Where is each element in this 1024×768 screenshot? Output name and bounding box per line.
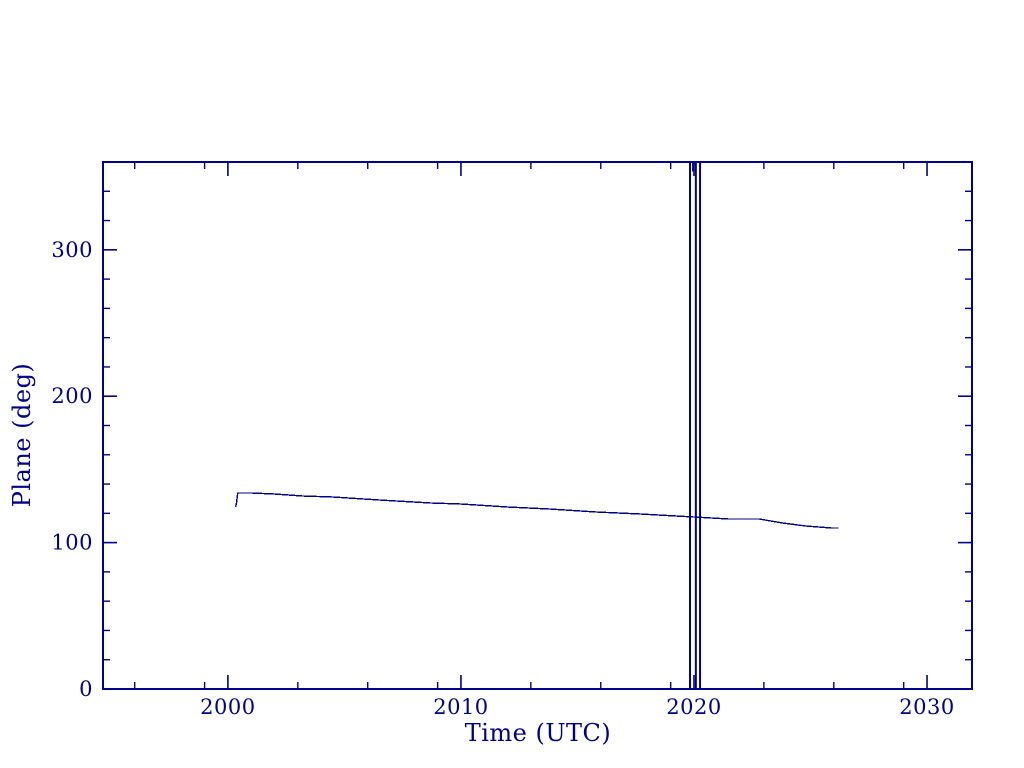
y-axis-title: Plane (deg): [8, 363, 36, 508]
axis-ticks: [103, 162, 972, 690]
wrap-lines: [689, 162, 702, 689]
data-series: [234, 492, 839, 529]
axis-tick-labels: 2000 2010 2020 2030 0 100 200 300: [51, 238, 954, 719]
y-tick-label: 100: [51, 531, 93, 555]
x-tick-label: 2010: [433, 695, 488, 719]
x-tick-label: 2020: [666, 695, 721, 719]
y-tick-label: 0: [79, 677, 93, 701]
x-tick-label: 2030: [899, 695, 954, 719]
series-plane-angle: [234, 492, 839, 529]
y-tick-label: 200: [51, 384, 93, 408]
x-tick-label: 2000: [200, 695, 255, 719]
y-tick-label: 300: [51, 238, 93, 262]
x-axis-title: Time (UTC): [465, 719, 612, 747]
